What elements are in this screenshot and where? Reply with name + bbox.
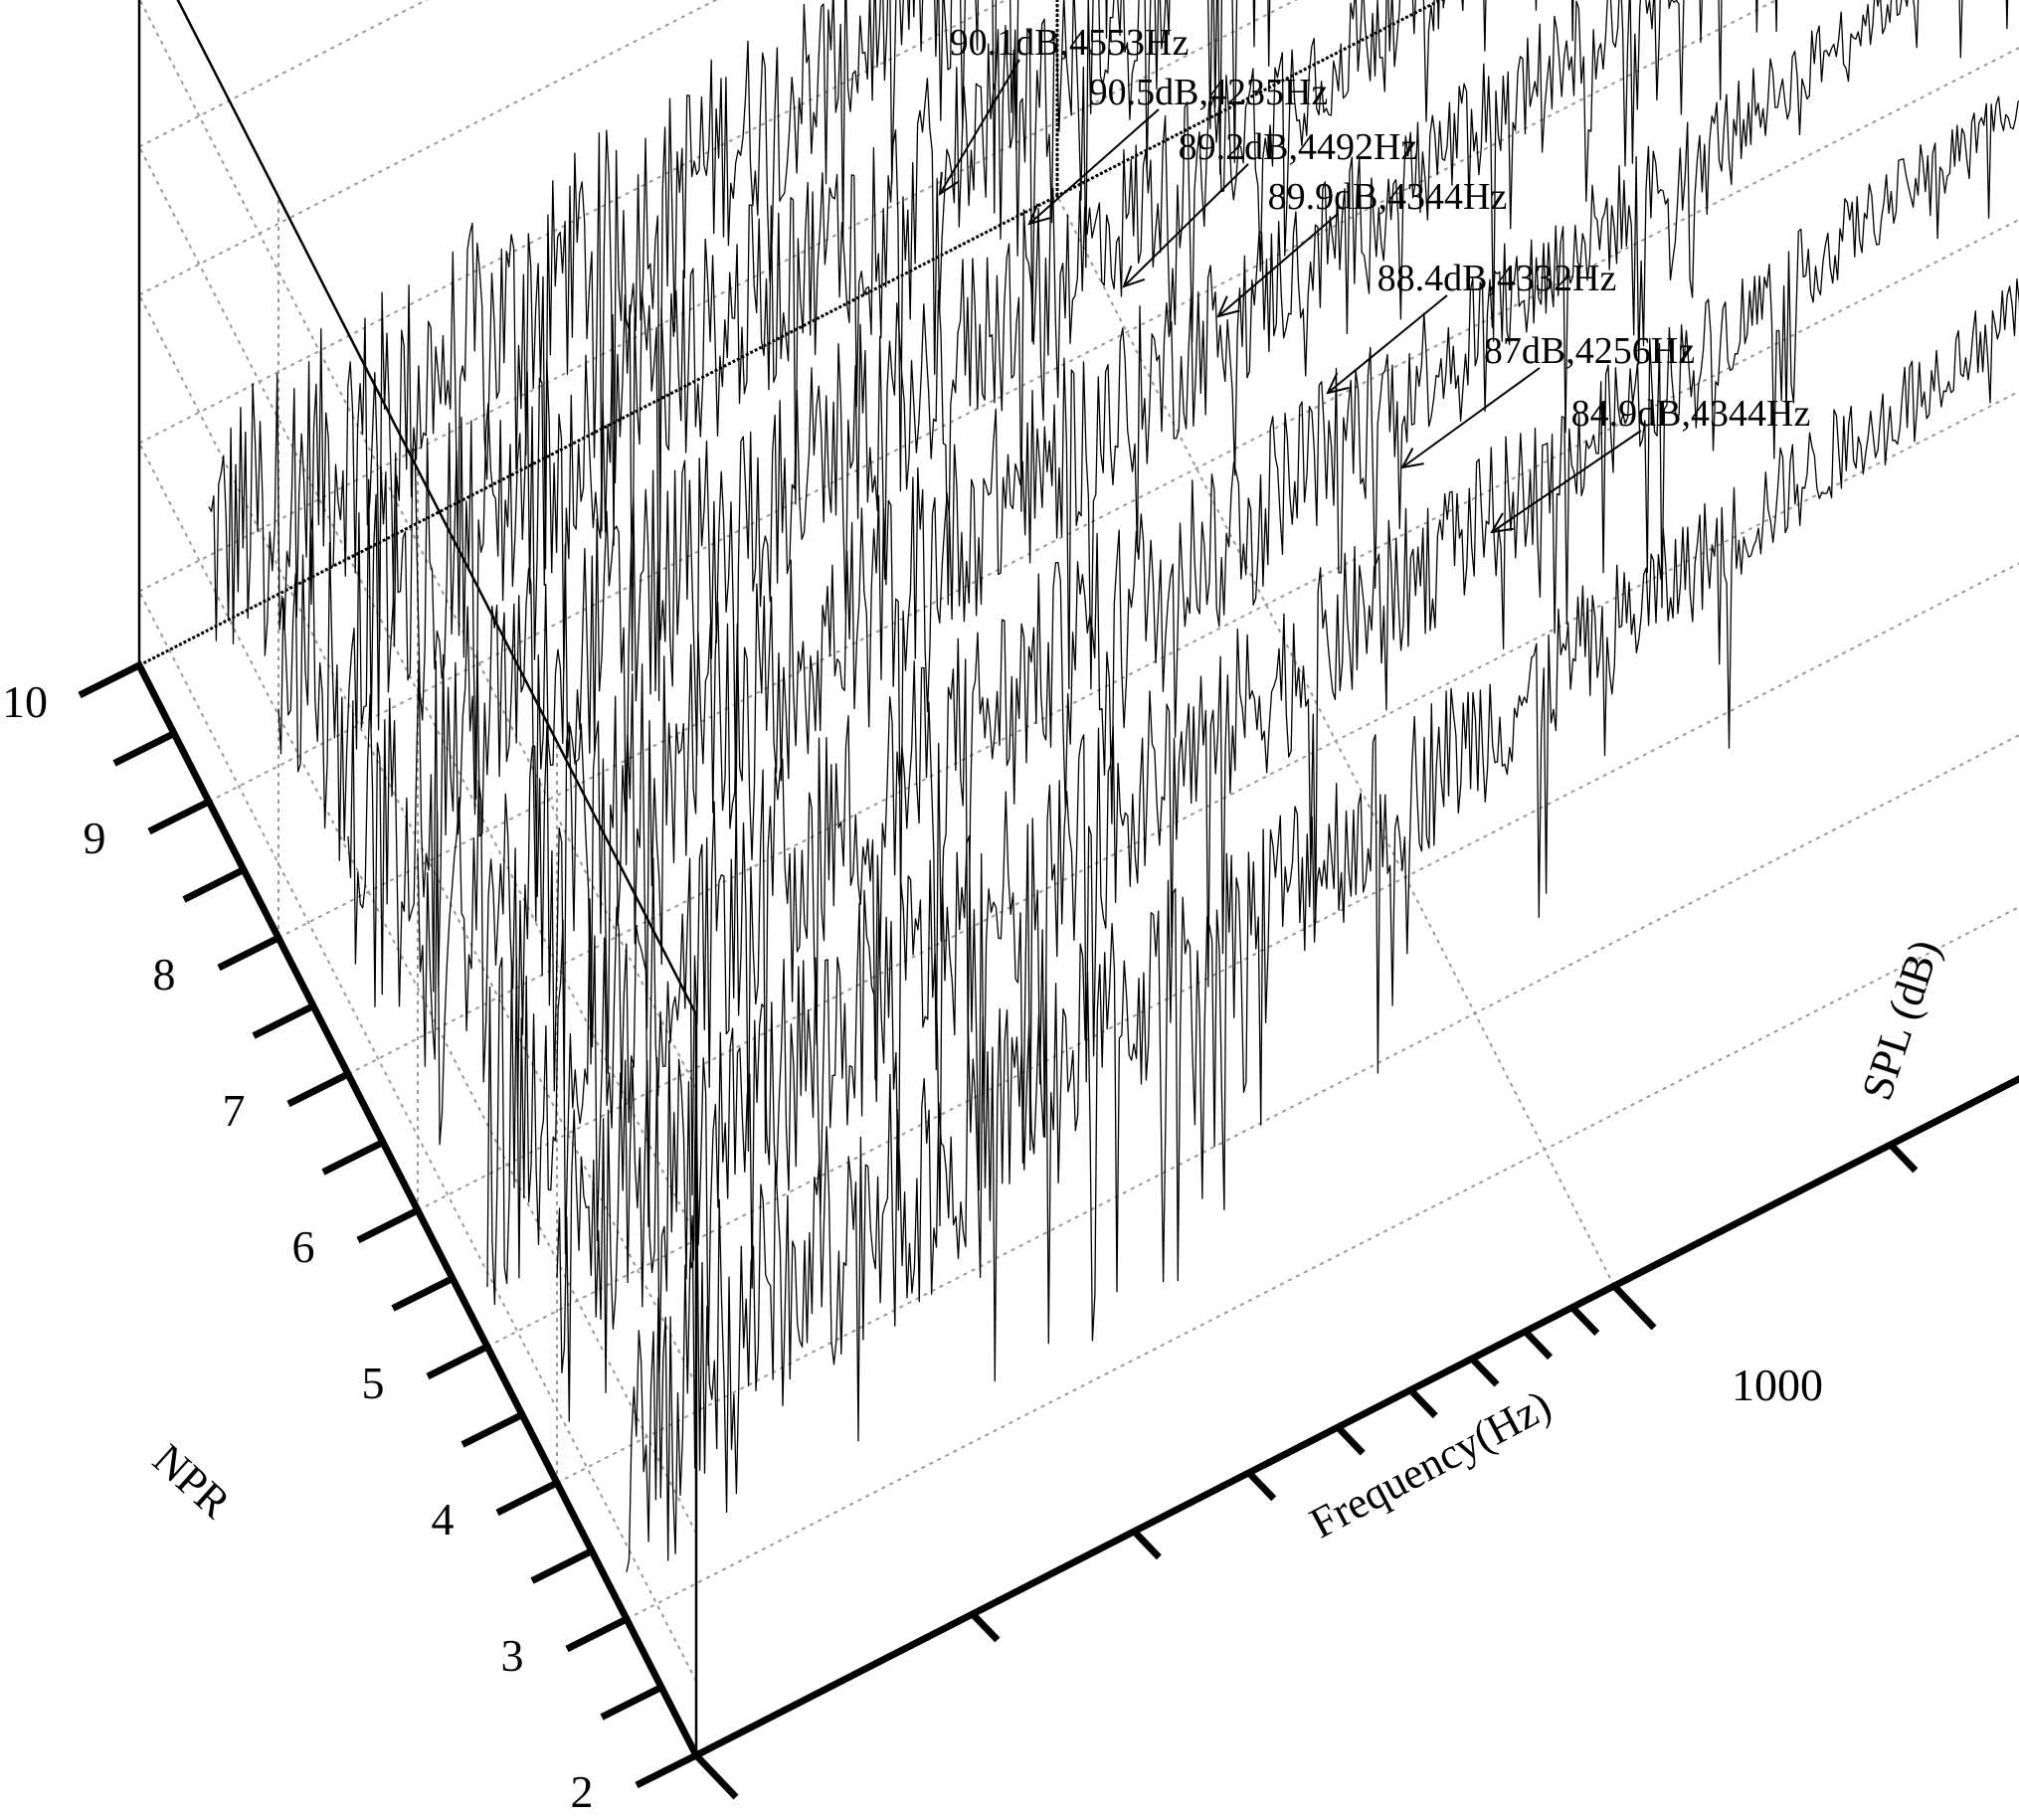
spectrum-series bbox=[626, 278, 2019, 1572]
y-axis-tick bbox=[217, 934, 280, 972]
x-axis-tick bbox=[1888, 1142, 1919, 1174]
peak-arrowhead bbox=[1027, 203, 1051, 226]
peak-arrowhead bbox=[1326, 372, 1350, 395]
peak-label: 89.9dB,4344Hz bbox=[1268, 176, 1508, 218]
floor-gridline bbox=[556, 734, 2019, 1484]
y-axis-tick bbox=[112, 730, 176, 767]
y-tick-label: 5 bbox=[362, 1358, 385, 1408]
peak-label: 87dB,4256Hz bbox=[1484, 330, 1695, 372]
x-axis-tick bbox=[1131, 1529, 1162, 1560]
peak-label: 90.1dB,4553Hz bbox=[950, 22, 1190, 64]
frame-edge bbox=[176, 0, 698, 1015]
y-tick-label: 8 bbox=[153, 949, 176, 1000]
x-axis-tick bbox=[1335, 1424, 1366, 1456]
peak-arrowhead bbox=[1490, 512, 1514, 534]
x-axis-tick bbox=[693, 1752, 739, 1800]
y-axis-title: NPR bbox=[144, 1434, 241, 1528]
spectrum-series bbox=[417, 0, 1778, 1146]
floor-gridline bbox=[277, 46, 2019, 939]
y-axis-tick bbox=[252, 1002, 315, 1039]
back-wall-gridline bbox=[138, 0, 719, 296]
x-axis-tick bbox=[1246, 1470, 1277, 1502]
x-axis-tick bbox=[1611, 1283, 1657, 1331]
y-axis-tick bbox=[530, 1547, 594, 1584]
labels-layer: 0204060802345678910100100010000 bbox=[2, 676, 1823, 1817]
y-axis-tick bbox=[182, 866, 246, 903]
peak-arrow bbox=[939, 59, 1020, 195]
y-axis-tick bbox=[147, 798, 211, 835]
peak-arrowhead bbox=[938, 171, 959, 196]
y-tick-label: 7 bbox=[223, 1085, 246, 1136]
floor-gridline bbox=[1056, 195, 1615, 1287]
spectrum-series bbox=[347, 0, 1574, 1007]
x-axis-tick bbox=[970, 1611, 1001, 1643]
peak-arrow bbox=[1217, 213, 1339, 317]
y-axis-tick bbox=[495, 1479, 559, 1517]
y-axis-tick bbox=[356, 1206, 420, 1244]
y-tick-label: 6 bbox=[292, 1221, 315, 1272]
z-axis-title: SPL (dB) bbox=[1852, 934, 1949, 1106]
peak-arrow bbox=[1123, 163, 1249, 287]
spectrum-series bbox=[277, 0, 1271, 861]
y-axis-tick bbox=[391, 1275, 455, 1312]
annotations-layer: 90.1dB,4553Hz 90.5dB,4235Hz 89.2dB,4492Hz 8… bbox=[938, 22, 1811, 534]
y-axis-tick bbox=[565, 1615, 629, 1653]
y-tick-label: 3 bbox=[501, 1630, 524, 1681]
y-axis-tick bbox=[426, 1343, 489, 1380]
x-axis-tick bbox=[1407, 1387, 1438, 1419]
spectrum-series bbox=[208, 0, 1108, 656]
frame-edge bbox=[1975, 0, 2019, 76]
peak-arrowhead bbox=[1122, 265, 1146, 288]
peak-arrow bbox=[1491, 430, 1642, 533]
spectrum-series bbox=[556, 95, 2019, 1422]
y-tick-label: 9 bbox=[84, 813, 106, 863]
y-tick-label: 10 bbox=[2, 676, 48, 727]
x-axis-title: Frequency(Hz) bbox=[1302, 1380, 1559, 1547]
x-axis-tick bbox=[1569, 1305, 1600, 1337]
frame-layer bbox=[137, 0, 2019, 1756]
peak-label: 90.5dB,4235Hz bbox=[1089, 72, 1329, 113]
x-axis-tick bbox=[1469, 1356, 1500, 1387]
y-axis-tick bbox=[635, 1751, 698, 1789]
peak-label: 84.9dB,4344Hz bbox=[1571, 393, 1811, 435]
peak-arrowhead bbox=[1216, 295, 1240, 318]
y-tick-label: 4 bbox=[432, 1494, 455, 1545]
peak-arrow bbox=[1028, 108, 1160, 225]
peak-arrow bbox=[1327, 294, 1448, 394]
peak-label: 89.2dB,4492Hz bbox=[1179, 126, 1418, 168]
y-axis-tick bbox=[460, 1411, 524, 1448]
peak-label: 88.4dB,4332Hz bbox=[1377, 258, 1617, 299]
x-tick-label: 1000 bbox=[1732, 1360, 1823, 1410]
y-axis-tick bbox=[286, 1070, 350, 1108]
y-tick-label: 2 bbox=[571, 1766, 594, 1817]
y-axis-tick bbox=[78, 661, 141, 699]
left-wall-gridline bbox=[138, 0, 697, 1089]
peak-arrow bbox=[1401, 367, 1541, 468]
spectrum-series bbox=[486, 0, 2009, 1306]
axes-layer bbox=[78, 660, 2019, 1800]
back-wall-gridline bbox=[138, 0, 1009, 445]
peak-arrowhead bbox=[1400, 448, 1424, 469]
x-axis-tick bbox=[1523, 1329, 1554, 1361]
left-wall-gridline bbox=[138, 443, 697, 1534]
series-layer bbox=[208, 0, 2019, 1572]
y-axis-tick bbox=[321, 1139, 385, 1176]
y-axis-tick bbox=[600, 1684, 663, 1721]
